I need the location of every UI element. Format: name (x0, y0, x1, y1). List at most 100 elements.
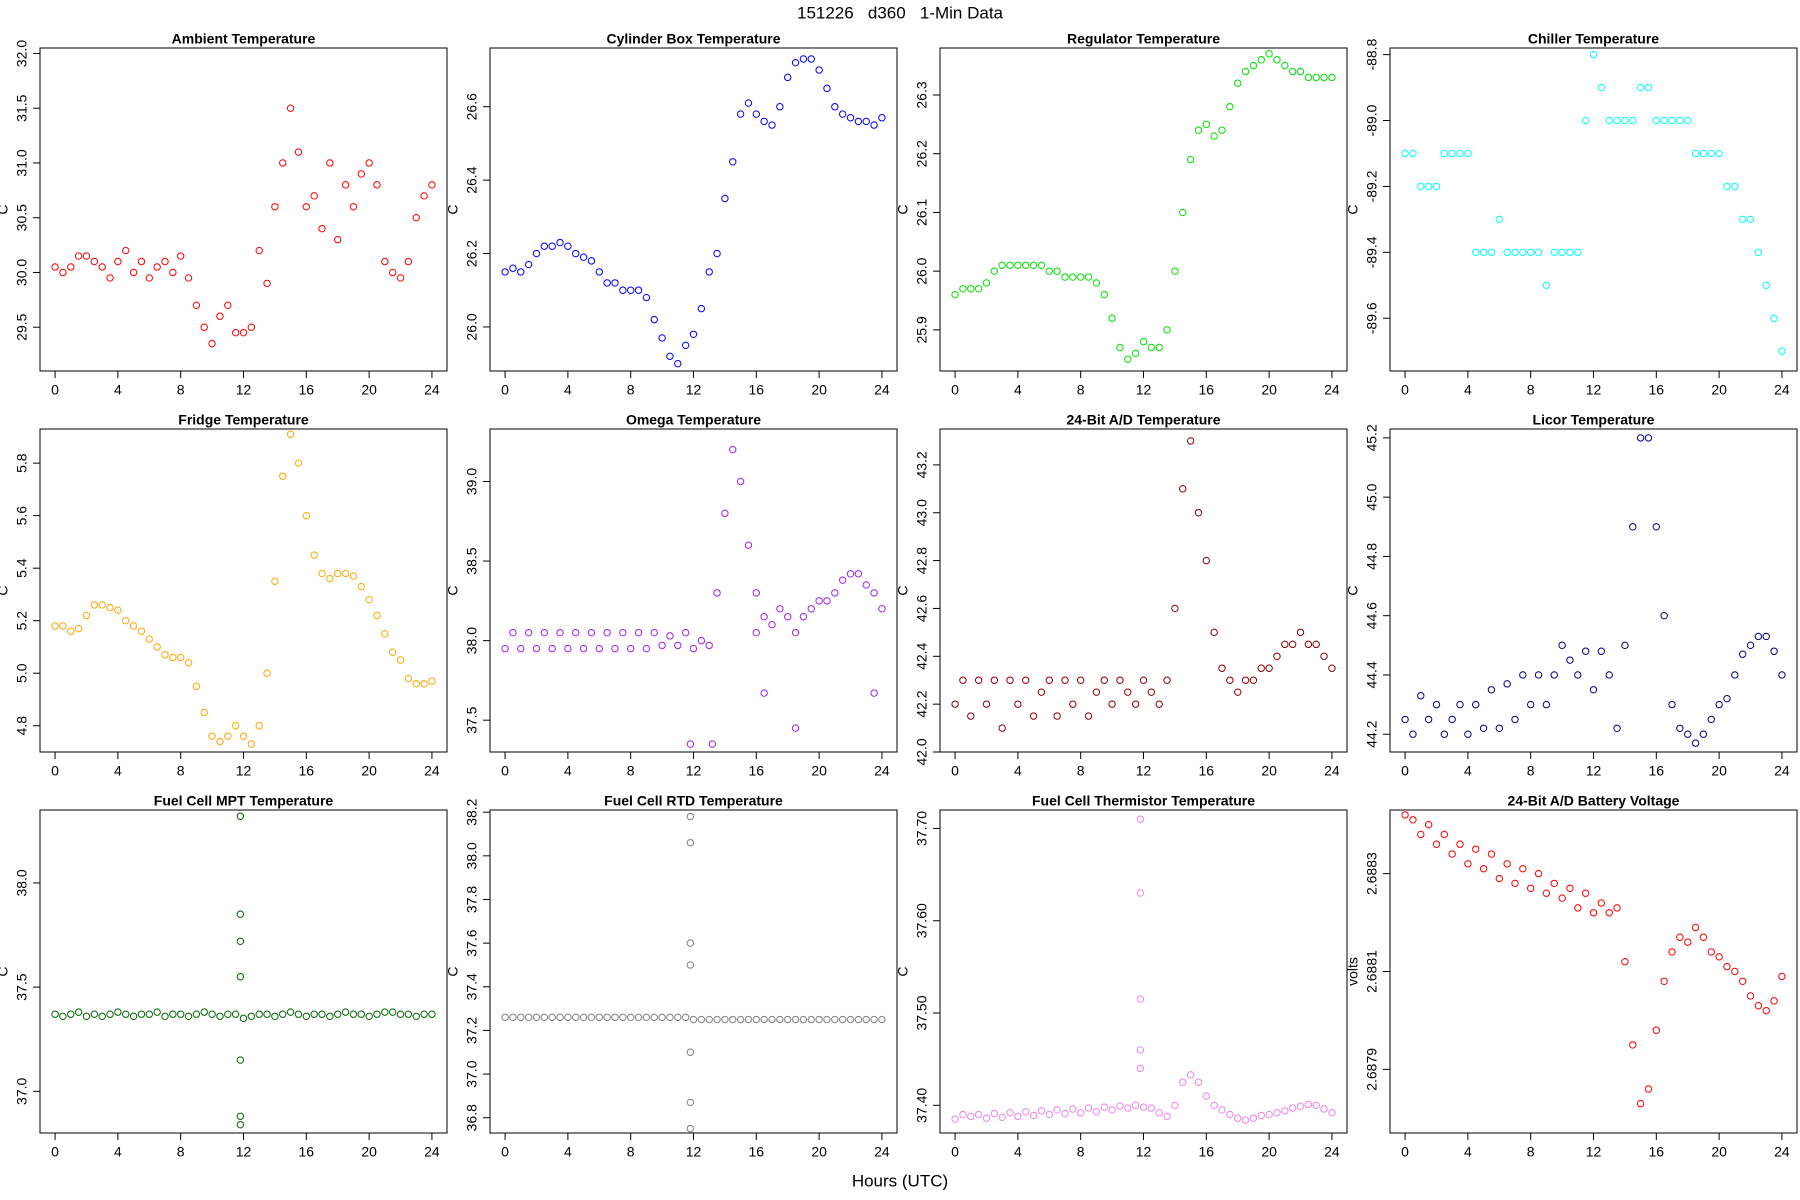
point (1281, 61, 1289, 70)
point (686, 740, 695, 748)
point (1061, 273, 1069, 281)
point (1487, 686, 1496, 694)
point (98, 1012, 106, 1021)
point (192, 1010, 201, 1018)
point (1006, 1108, 1014, 1117)
point (1061, 676, 1069, 684)
point (1186, 155, 1195, 164)
point (302, 1012, 311, 1021)
point (357, 1010, 365, 1018)
point (310, 551, 318, 559)
x-tick-label: 16 (1199, 1144, 1215, 1160)
point (705, 268, 713, 276)
point (255, 722, 263, 730)
point (114, 606, 122, 614)
point (1092, 1108, 1101, 1116)
x-tick-label: 12 (686, 382, 702, 398)
point (224, 1010, 232, 1018)
point (357, 582, 365, 591)
point (1417, 182, 1425, 191)
point (791, 628, 800, 637)
point (200, 323, 208, 331)
point (846, 114, 855, 122)
x-tick-label: 0 (1401, 1144, 1409, 1160)
point (349, 572, 358, 580)
point (1155, 700, 1163, 708)
point (540, 628, 549, 637)
point (1676, 724, 1684, 732)
x-tick-label: 24 (1324, 1144, 1340, 1160)
point (1605, 909, 1613, 917)
point (1210, 132, 1218, 140)
y-tick-label: -89.4 (1364, 236, 1380, 268)
point (1014, 700, 1022, 708)
point (208, 732, 216, 740)
y-tick-label: 5.6 (14, 506, 30, 526)
point (760, 1015, 768, 1024)
point (59, 268, 67, 277)
point (1155, 1108, 1163, 1117)
point (114, 1008, 122, 1016)
point (1558, 248, 1566, 257)
y-tick-label: 26.4 (464, 166, 480, 193)
point (540, 1013, 549, 1022)
point (564, 242, 572, 250)
point (1550, 879, 1558, 888)
point (365, 595, 373, 604)
point (1076, 1108, 1085, 1117)
point (1273, 56, 1281, 64)
point (82, 611, 91, 620)
point (540, 242, 549, 250)
point (1731, 671, 1739, 679)
point (1495, 724, 1503, 732)
point (373, 1010, 381, 1018)
plot-frame (939, 47, 1348, 372)
point (1691, 739, 1700, 747)
point (169, 268, 177, 277)
x-tick-label: 20 (361, 763, 377, 779)
point (1257, 1111, 1265, 1120)
point (564, 1013, 572, 1022)
point (878, 114, 886, 122)
point (239, 1014, 248, 1023)
point (517, 1013, 525, 1022)
point (1328, 664, 1336, 672)
point (404, 257, 413, 266)
point (263, 669, 271, 677)
point (854, 117, 863, 126)
point (642, 1013, 651, 1022)
point (1542, 700, 1551, 709)
point (674, 359, 682, 368)
x-tick-label: 24 (874, 763, 890, 779)
x-tick-label: 16 (1649, 382, 1665, 398)
x-tick-label: 12 (236, 382, 252, 398)
point (1762, 281, 1770, 290)
point (1139, 337, 1148, 346)
point (1738, 215, 1747, 224)
y-tick-label: 30.5 (14, 204, 30, 231)
x-tick-label: 0 (51, 763, 59, 779)
point (721, 194, 729, 203)
x-tick-label: 24 (424, 382, 440, 398)
point (1668, 116, 1676, 125)
point (1676, 933, 1684, 941)
point (247, 740, 256, 748)
point (1234, 79, 1242, 87)
point (713, 249, 721, 258)
y-tick-label: 37.2 (464, 1017, 480, 1044)
point (815, 597, 823, 605)
y-tick-label: 38.5 (464, 547, 480, 574)
point (595, 644, 603, 653)
point (1534, 671, 1543, 679)
point (1605, 116, 1613, 125)
point (1029, 261, 1038, 269)
point (1566, 248, 1574, 257)
y-tick-label: 30.0 (14, 259, 30, 286)
y-axis-label: C (0, 966, 11, 976)
point (318, 224, 326, 233)
point (239, 732, 248, 740)
point (1257, 664, 1265, 672)
point (1487, 850, 1496, 858)
x-tick-label: 20 (811, 382, 827, 398)
